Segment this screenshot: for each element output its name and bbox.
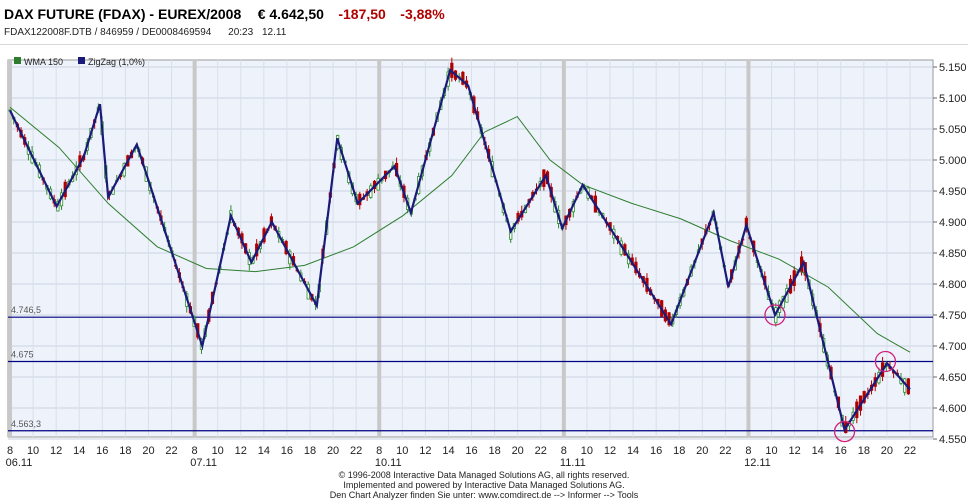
x-tick-label: 16 bbox=[650, 445, 662, 457]
x-tick-label: 16 bbox=[465, 445, 477, 457]
change-percent: -3,88% bbox=[400, 6, 445, 22]
candle-body bbox=[461, 71, 465, 85]
x-tick-label: 20 bbox=[881, 445, 893, 457]
legend-swatch-zigzag bbox=[78, 57, 85, 64]
highlight-circle bbox=[874, 350, 897, 373]
x-tick-label: 12 bbox=[419, 445, 431, 457]
x-tick-label: 8 bbox=[7, 445, 13, 457]
instrument-subheader: FDAX122008F.DTB / 846959 / DE0008469594 … bbox=[4, 27, 286, 38]
x-tick-label: 22 bbox=[904, 445, 916, 457]
highlight-circle bbox=[764, 304, 786, 326]
x-tick-label: 16 bbox=[96, 445, 108, 457]
y-tick-label: 4.950 bbox=[939, 186, 967, 198]
x-tick-label: 8 bbox=[376, 445, 382, 457]
day-label: 12.11 bbox=[744, 457, 771, 469]
level-label: 4.746,5 bbox=[11, 305, 41, 315]
quote-time: 20:23 bbox=[228, 27, 254, 38]
change-absolute: -187,50 bbox=[338, 6, 386, 22]
x-tick-label: 18 bbox=[304, 445, 316, 457]
x-tick-label: 10 bbox=[396, 445, 408, 457]
x-tick-label: 20 bbox=[696, 445, 708, 457]
x-tick-label: 10 bbox=[212, 445, 224, 457]
x-tick-label: 20 bbox=[142, 445, 154, 457]
x-tick-label: 22 bbox=[719, 445, 731, 457]
x-tick-label: 10 bbox=[27, 445, 39, 457]
zigzag-line bbox=[9, 68, 911, 433]
y-tick-label: 5.000 bbox=[939, 155, 967, 167]
y-tick-label: 4.550 bbox=[939, 434, 967, 446]
x-tick-label: 12 bbox=[604, 445, 616, 457]
x-tick-label: 14 bbox=[442, 445, 454, 457]
x-tick-label: 18 bbox=[488, 445, 500, 457]
level-label: 4.563,3 bbox=[11, 419, 41, 429]
y-tick-label: 4.850 bbox=[939, 248, 967, 260]
x-tick-label: 8 bbox=[745, 445, 751, 457]
legend-label-wma: WMA 150 bbox=[24, 57, 63, 67]
x-tick-label: 14 bbox=[627, 445, 639, 457]
x-tick-label: 12 bbox=[50, 445, 62, 457]
x-tick-label: 18 bbox=[673, 445, 685, 457]
header-divider bbox=[0, 44, 968, 45]
y-tick-label: 4.650 bbox=[939, 372, 967, 384]
x-tick-label: 22 bbox=[165, 445, 177, 457]
x-tick-label: 10 bbox=[581, 445, 593, 457]
x-tick-label: 22 bbox=[350, 445, 362, 457]
x-tick-label: 14 bbox=[812, 445, 824, 457]
x-tick-label: 8 bbox=[192, 445, 198, 457]
footer-copyright: © 1996-2008 Interactive Data Managed Sol… bbox=[338, 470, 630, 480]
x-tick-label: 14 bbox=[258, 445, 270, 457]
legend-label-zigzag: ZigZag (1,0%) bbox=[88, 57, 145, 67]
x-tick-label: 10 bbox=[765, 445, 777, 457]
y-tick-label: 4.800 bbox=[939, 279, 967, 291]
chart-header: DAX FUTURE (FDAX) - EUREX/2008 € 4.642,5… bbox=[4, 6, 445, 24]
y-tick-label: 4.700 bbox=[939, 341, 967, 353]
x-tick-label: 12 bbox=[788, 445, 800, 457]
y-tick-label: 4.900 bbox=[939, 217, 967, 229]
x-tick-label: 22 bbox=[535, 445, 547, 457]
y-tick-label: 5.100 bbox=[939, 93, 967, 105]
x-tick-label: 16 bbox=[281, 445, 293, 457]
x-tick-label: 18 bbox=[858, 445, 870, 457]
instrument-title: DAX FUTURE (FDAX) - EUREX/2008 bbox=[4, 6, 242, 22]
highlight-circle bbox=[833, 420, 856, 443]
wma-150-line bbox=[9, 106, 911, 353]
x-tick-label: 8 bbox=[561, 445, 567, 457]
last-price: € 4.642,50 bbox=[257, 6, 324, 22]
x-tick-label: 16 bbox=[835, 445, 847, 457]
y-tick-label: 5.150 bbox=[939, 62, 967, 74]
day-label: 11.11 bbox=[560, 457, 586, 469]
y-tick-label: 4.600 bbox=[939, 403, 967, 415]
footer-implemented: Implemented and powered by Interactive D… bbox=[343, 480, 625, 490]
footer-analyzer-info: Den Chart Analyzer finden Sie unter: www… bbox=[329, 490, 639, 500]
instrument-identifiers: FDAX122008F.DTB / 846959 / DE0008469594 bbox=[4, 27, 212, 38]
quote-date: 12.11 bbox=[261, 27, 287, 38]
y-tick-label: 4.750 bbox=[939, 310, 967, 322]
x-tick-label: 12 bbox=[235, 445, 247, 457]
legend-swatch-wma bbox=[14, 57, 21, 64]
x-tick-label: 20 bbox=[512, 445, 524, 457]
x-tick-label: 20 bbox=[327, 445, 339, 457]
day-label: 07.11 bbox=[190, 457, 217, 469]
x-tick-label: 18 bbox=[119, 445, 131, 457]
x-tick-label: 14 bbox=[73, 445, 85, 457]
level-label: 4.675 bbox=[11, 350, 34, 360]
chart-legend: WMA 150 ZigZag (1,0%) bbox=[14, 57, 145, 67]
day-label: 10.11 bbox=[375, 457, 402, 469]
y-tick-label: 5.050 bbox=[939, 124, 967, 136]
day-label: 06.11 bbox=[6, 457, 33, 469]
